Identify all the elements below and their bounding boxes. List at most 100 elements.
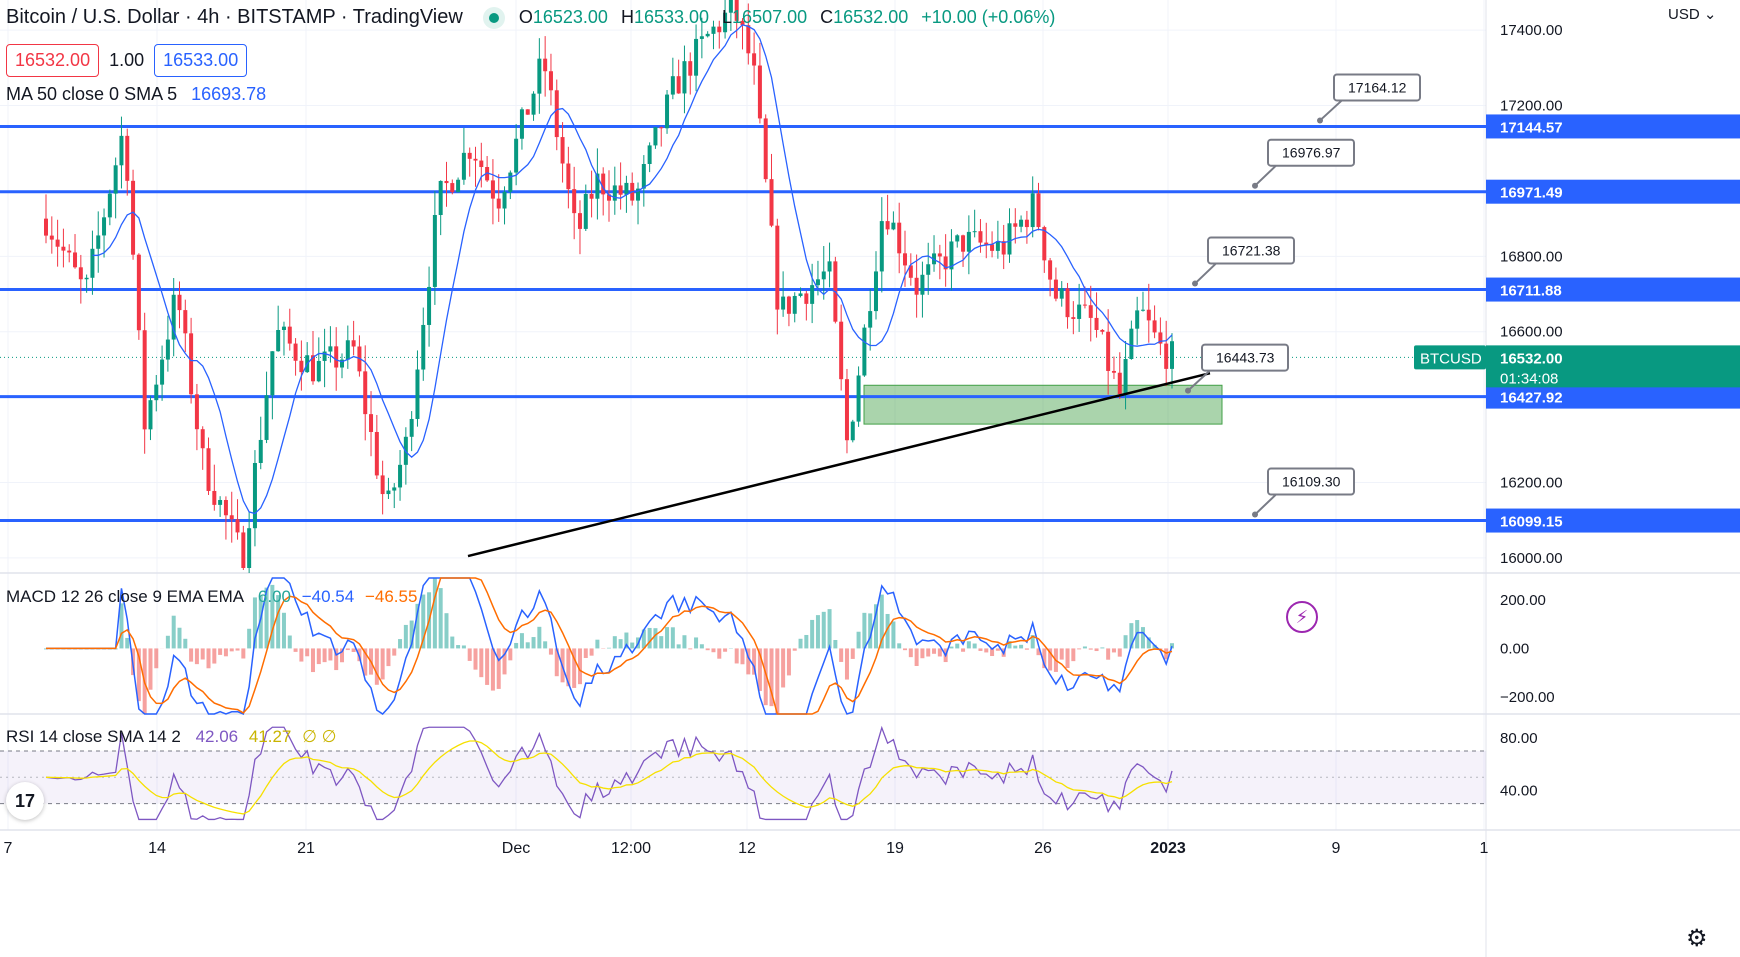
horizontal-levels[interactable]: [0, 124, 1486, 523]
symbol-title[interactable]: Bitcoin / U.S. Dollar · 4h · BITSTAMP · …: [6, 6, 463, 28]
time-tick-label: Dec: [502, 840, 530, 857]
candle-body: [1077, 304, 1082, 319]
rsi-tick-label: 40.00: [1500, 782, 1538, 799]
macd-hist-bar: [1117, 648, 1122, 657]
macd-hist-bar: [1152, 644, 1157, 649]
macd-hist-bar: [1036, 648, 1041, 656]
time-tick-label: 2023: [1150, 840, 1186, 857]
rsi-legend[interactable]: RSI 14 close SMA 14 2 42.06 41.27 ∅ ∅: [6, 727, 336, 747]
candle-body: [972, 231, 977, 233]
candle-body: [641, 163, 646, 189]
candle-body: [839, 321, 844, 380]
level-price-label: 16711.88: [1500, 283, 1562, 300]
macd-hist-bar: [717, 648, 722, 659]
level-price-tag: [1486, 277, 1740, 302]
macd-hist-bar: [258, 595, 263, 649]
candle-body: [543, 58, 548, 72]
candle-body: [142, 330, 147, 430]
candle-body: [670, 76, 675, 95]
macd-hist-bar: [403, 624, 408, 649]
macd-hist-bar: [798, 638, 803, 649]
macd-hist-bar: [310, 648, 315, 673]
candle-body: [113, 165, 118, 194]
macd-hist-bar: [572, 648, 577, 688]
macd-hist-bar: [607, 647, 611, 649]
macd-hist-bar: [398, 639, 403, 649]
macd-hist-bar: [293, 648, 298, 652]
price-axis[interactable]: 17144.57 16971.49 16711.88 16427.92 16099.15…: [1414, 22, 1740, 799]
symbol-header: Bitcoin / U.S. Dollar · 4h · BITSTAMP · …: [6, 6, 1063, 29]
candle-body: [711, 26, 716, 34]
candle-body: [1129, 328, 1134, 360]
flash-alert-icon[interactable]: ⚡: [1286, 601, 1318, 633]
level-price-tag: [1486, 179, 1740, 204]
level-price-tag: [1486, 114, 1740, 139]
ma-legend[interactable]: MA 50 close 0 SMA 5 16693.78: [6, 84, 266, 105]
candle-body: [1117, 372, 1122, 395]
candle-body: [252, 462, 257, 529]
market-open-dot-icon: [488, 12, 499, 23]
tradingview-logo-icon[interactable]: 17: [6, 782, 44, 820]
macd-hist-bar: [885, 613, 890, 649]
macd-hist-bar: [438, 588, 443, 649]
candle-body: [1042, 227, 1047, 261]
open-key: O: [518, 7, 533, 27]
gear-icon[interactable]: ⚙: [1686, 925, 1708, 952]
macd-hist-bar: [392, 648, 397, 656]
candle-body: [763, 118, 768, 180]
macd-hist-bar: [485, 648, 490, 685]
candle-body: [1053, 279, 1058, 299]
candle-body: [49, 235, 54, 240]
macd-hist-bar: [177, 627, 182, 649]
rsi-ma-line: [45, 740, 1173, 815]
candle-body: [409, 418, 414, 437]
macd-hist-bar: [932, 648, 937, 654]
last-price-label: 16532.00: [1500, 350, 1563, 367]
macd-hist-bar: [891, 621, 896, 649]
currency-selector[interactable]: USD ⌄: [1668, 5, 1716, 23]
spread-value: 1.00: [109, 50, 145, 70]
level-price-tag: [1486, 508, 1740, 533]
candle-body: [73, 252, 78, 268]
callout-label: 17164.12: [1348, 79, 1407, 95]
callout-label: 16976.97: [1282, 145, 1341, 161]
candle-body: [456, 179, 461, 193]
candle-body: [90, 248, 95, 278]
macd-hist-bar: [415, 603, 420, 649]
price-callouts[interactable]: 17164.12 16976.97 16721.38 16443.73 16109.30: [1185, 73, 1421, 518]
chevron-down-icon: ⌄: [1703, 6, 1717, 23]
macd-hist-bar: [276, 595, 281, 649]
candle-body: [281, 326, 286, 331]
macd-hist-bar: [136, 648, 141, 702]
low-value: 16507.00: [732, 7, 808, 27]
sell-price-button[interactable]: 16532.00: [6, 44, 100, 77]
symbol-tag: [1414, 345, 1486, 370]
candle-body: [485, 167, 490, 181]
buy-price-button[interactable]: 16533.00: [154, 44, 248, 77]
macd-hist-bar: [305, 648, 310, 657]
candle-body: [322, 351, 327, 361]
candle-body: [682, 61, 687, 94]
candle-body: [665, 94, 670, 129]
candle-body: [450, 183, 455, 193]
candle-body: [636, 188, 641, 201]
macd-legend[interactable]: MACD 12 26 close 9 EMA EMA 6.00 −40.54 −…: [6, 587, 417, 607]
callout-pointer: [1254, 162, 1279, 187]
price-tick-label: 17400.00: [1500, 22, 1563, 39]
macd-hist-bar: [868, 613, 873, 649]
macd-hist-bar: [1140, 627, 1145, 649]
candle-body: [1164, 343, 1169, 369]
macd-hist-bar: [1042, 648, 1047, 669]
moving-average-line: [92, 24, 1173, 515]
candle-body: [1106, 331, 1111, 371]
macd-hist-bar: [839, 648, 844, 662]
candle-body: [897, 222, 902, 254]
trendline-layer[interactable]: [467, 371, 1211, 558]
candle-body: [421, 324, 426, 370]
time-axis[interactable]: 7 14 21 Dec 12:00 12 19 26 2023 9 1: [4, 840, 1489, 857]
candle-body: [160, 359, 165, 385]
macd-hist-bar: [746, 648, 751, 675]
candle-body: [688, 61, 693, 76]
candle-body: [241, 532, 246, 569]
